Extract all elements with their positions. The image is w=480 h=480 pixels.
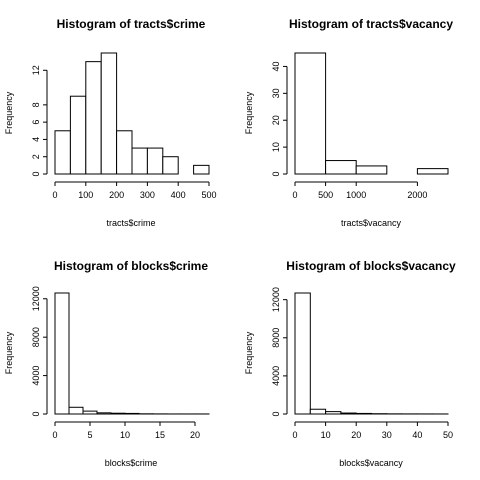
x-tick-label: 40 (412, 430, 422, 440)
panel-blocks-crime: Histogram of blocks$crime blocks$crime F… (4, 259, 210, 468)
x-axis-label: blocks$crime (105, 458, 158, 468)
y-tick-label: 6 (31, 120, 41, 125)
y-tick-label: 0 (31, 411, 41, 416)
y-tick-label: 12000 (31, 286, 41, 311)
x-tick-label: 300 (140, 190, 155, 200)
y-axis-label: Frequency (244, 331, 254, 374)
y-axis-label: Frequency (244, 91, 254, 134)
y-tick-label: 4000 (271, 366, 281, 386)
histogram-bar (85, 61, 102, 175)
x-tick-label: 500 (201, 190, 216, 200)
x-axis-label: tracts$vacancy (341, 218, 402, 228)
x-axis-label: tracts$crime (106, 218, 155, 228)
histogram-bar (416, 168, 449, 175)
y-tick-label: 20 (271, 115, 281, 125)
x-tick-label: 0 (52, 190, 57, 200)
x-tick-label: 400 (171, 190, 186, 200)
y-tick-label: 4000 (31, 366, 41, 386)
histogram-bar (146, 147, 164, 175)
panel-tracts-vacancy: Histogram of tracts$vacancy tracts$vacan… (244, 17, 453, 228)
y-tick-label: 8000 (271, 328, 281, 348)
histogram-bar (116, 130, 133, 175)
x-tick-label: 10 (321, 430, 331, 440)
y-tick-label: 30 (271, 88, 281, 98)
y-tick-label: 8000 (31, 327, 41, 347)
y-tick-label: 2 (31, 154, 41, 159)
chart-title: Histogram of blocks$vacancy (286, 259, 456, 273)
x-tick-label: 500 (318, 190, 333, 200)
y-tick-label: 0 (271, 171, 281, 176)
histogram-bar (54, 130, 71, 175)
histogram-bar (54, 292, 70, 415)
histogram-bar (340, 412, 357, 415)
y-tick-label: 0 (271, 411, 281, 416)
y-tick-label: 8 (31, 102, 41, 107)
histogram-bar (355, 165, 388, 175)
panel-blocks-vacancy: Histogram of blocks$vacancy blocks$vacan… (244, 259, 456, 468)
x-tick-label: 50 (443, 430, 453, 440)
x-tick-label: 0 (292, 430, 297, 440)
x-tick-label: 5 (87, 430, 92, 440)
x-tick-label: 0 (52, 430, 57, 440)
histogram-bar (131, 147, 148, 175)
x-tick-label: 15 (155, 430, 165, 440)
x-tick-label: 100 (78, 190, 93, 200)
y-tick-label: 10 (271, 142, 281, 152)
chart-title: Histogram of tracts$vacancy (289, 17, 453, 31)
x-tick-label: 2000 (407, 190, 427, 200)
y-axis-label: Frequency (4, 331, 14, 374)
plot-area: 0 5 10 15 20 0 4000 8000 12000 (31, 286, 210, 440)
x-tick-label: 10 (120, 430, 130, 440)
histogram-bar (355, 412, 373, 415)
histogram-bar (294, 52, 327, 175)
y-axis-label: Frequency (4, 91, 14, 134)
histogram-bar (309, 408, 327, 415)
plot-area: 0 500 1000 2000 0 10 20 30 40 (271, 52, 449, 200)
histogram-bar (68, 406, 84, 415)
histogram-bar (162, 156, 179, 175)
chart-title: Histogram of tracts$crime (57, 17, 206, 31)
x-tick-label: 0 (292, 190, 297, 200)
histogram-bar (294, 292, 311, 415)
histogram-bar (110, 412, 126, 415)
chart-title: Histogram of blocks$crime (54, 259, 208, 273)
x-tick-label: 1000 (346, 190, 366, 200)
histogram-bar (124, 412, 140, 415)
x-tick-label: 30 (382, 430, 392, 440)
x-tick-label: 20 (351, 430, 361, 440)
panel-tracts-crime: Histogram of tracts$crime tracts$crime F… (4, 17, 217, 228)
x-tick-label: 20 (190, 430, 200, 440)
y-tick-label: 0 (31, 171, 41, 176)
x-axis-label: blocks$vacancy (339, 458, 403, 468)
histogram-bar (69, 95, 87, 175)
histogram-bar (193, 164, 210, 175)
plot-area: 0 10 20 30 40 50 0 4000 8000 12000 (271, 287, 453, 440)
y-tick-label: 12000 (271, 287, 281, 312)
plot-area: 0 100 200 300 400 500 0 2 4 6 8 12 (31, 52, 217, 200)
histogram-bar (96, 412, 112, 415)
histogram-bar (325, 160, 357, 175)
histogram-bar (325, 411, 342, 415)
y-tick-label: 40 (271, 61, 281, 71)
x-tick-label: 200 (109, 190, 124, 200)
y-tick-label: 4 (31, 137, 41, 142)
histogram-bar (100, 52, 118, 175)
y-tick-label: 12 (31, 65, 41, 75)
histogram-bar (82, 410, 98, 415)
